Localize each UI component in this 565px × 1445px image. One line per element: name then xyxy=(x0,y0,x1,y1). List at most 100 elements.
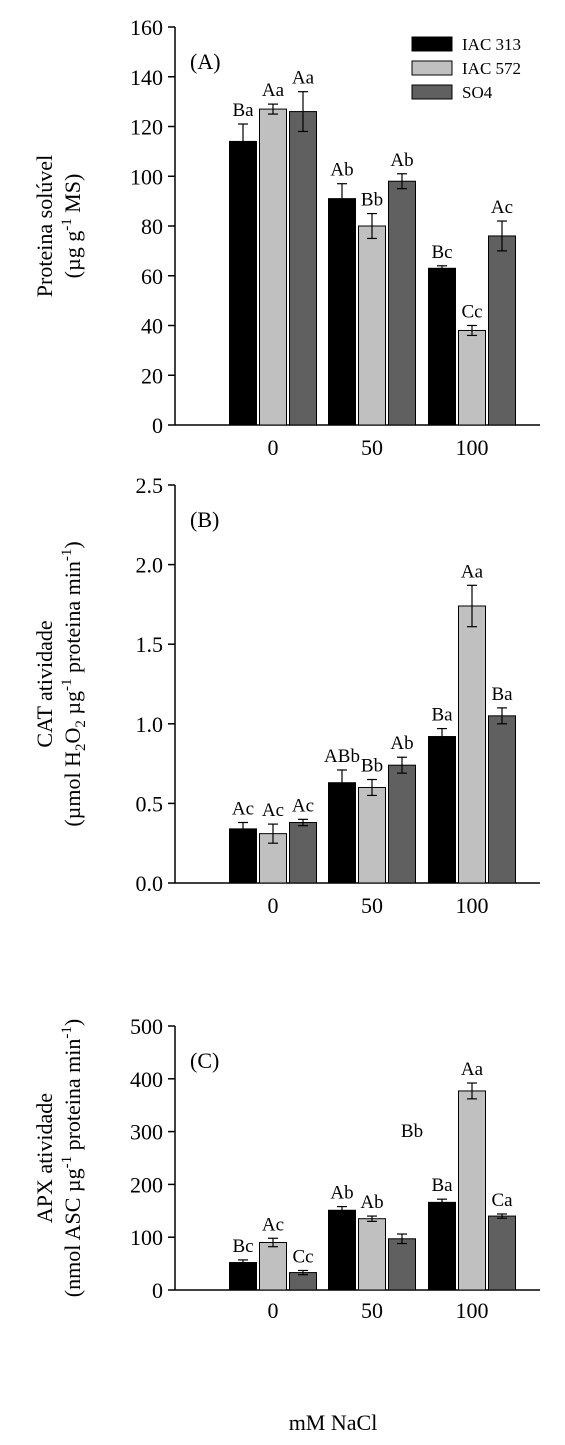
bar xyxy=(388,1238,416,1291)
y-axis-title: APX atividade xyxy=(32,1093,57,1223)
bar-letter-label: Bc xyxy=(431,242,452,263)
bar xyxy=(358,1218,386,1291)
x-tick-label: 50 xyxy=(361,893,383,918)
chart-panel-b: 0.0 0.5 1.0 1.5 2.0 2.5 0 50 100 (B) Ac ABb Ba Ac Bb Aa… xyxy=(32,473,540,918)
bar xyxy=(358,786,386,884)
y-tick-label: 140 xyxy=(130,65,163,90)
x-tick-label: 0 xyxy=(268,1298,279,1323)
bar-letter-label: Ac xyxy=(232,799,254,820)
y-tick-label: 2.5 xyxy=(136,473,164,498)
legend-label: IAC 572 xyxy=(462,59,521,78)
bar-letter-label: Bc xyxy=(232,1236,253,1257)
y-tick-label: 0.0 xyxy=(136,871,164,896)
legend-label: IAC 313 xyxy=(462,35,521,54)
bar-letter-label: Cc xyxy=(461,302,482,323)
bar-letter-label: Ac xyxy=(491,197,513,218)
bar xyxy=(259,108,287,426)
y-tick-label: 1.0 xyxy=(136,712,164,737)
chart-panel-c: 0 100 200 300 400 500 0 50 100 (C) Bc Ab Ba Ac Ab Aa Cc C… xyxy=(32,1014,540,1323)
bar-letter-label: Ac xyxy=(262,800,284,821)
x-axis-title: mM NaCl xyxy=(289,1410,378,1435)
bar xyxy=(428,736,456,884)
bar xyxy=(328,782,356,884)
bar-letter-label: Ab xyxy=(390,150,413,171)
bar-letter-label: Ba xyxy=(431,1175,453,1196)
bar-letter-label: Cc xyxy=(292,1246,313,1267)
x-tick-label: 100 xyxy=(456,1298,489,1323)
bar xyxy=(289,822,317,884)
bar-letter-label: Ba xyxy=(491,684,513,705)
y-axis-title-units: (µmol H2O2 µg-1 proteina min-1) xyxy=(59,541,89,826)
bar-letter-label: Aa xyxy=(461,561,484,582)
legend-label: SO4 xyxy=(462,83,493,102)
y-tick-label: 100 xyxy=(130,164,163,189)
bar xyxy=(388,764,416,884)
bar xyxy=(458,605,486,884)
bar-letter-label: Aa xyxy=(262,80,285,101)
legend-swatch xyxy=(411,36,453,52)
x-tick-label: 0 xyxy=(268,893,279,918)
bar xyxy=(289,111,317,426)
bar-letter-label: Ab xyxy=(330,1183,353,1204)
y-axis-title: Proteina solúvel xyxy=(32,155,57,297)
y-tick-label: 20 xyxy=(141,363,163,388)
y-tick-label: 0 xyxy=(152,1278,163,1303)
bar xyxy=(229,828,257,884)
bar-letter-label: Ca xyxy=(491,1190,513,1211)
panel-label: (C) xyxy=(190,1048,219,1073)
y-tick-label: 100 xyxy=(130,1225,163,1250)
bar-letter-label: Aa xyxy=(461,1059,484,1080)
x-tick-label: 0 xyxy=(268,435,279,460)
bar-letter-label: Ba xyxy=(431,705,453,726)
bar xyxy=(259,1241,287,1291)
bar xyxy=(358,225,386,426)
x-tick-label: 100 xyxy=(456,435,489,460)
bar xyxy=(488,715,516,884)
y-tick-label: 80 xyxy=(141,214,163,239)
x-tick-label: 100 xyxy=(456,893,489,918)
bar xyxy=(328,198,356,426)
bar xyxy=(428,267,456,426)
bar xyxy=(388,180,416,426)
y-tick-label: 500 xyxy=(130,1014,163,1039)
panel-label: (A) xyxy=(190,49,221,74)
bar xyxy=(328,1209,356,1291)
bar-letter-label: Bb xyxy=(361,190,383,211)
bar-letter-label: Aa xyxy=(292,68,315,89)
y-tick-label: 2.0 xyxy=(136,553,164,578)
annotation-label: Bb xyxy=(401,1121,423,1142)
y-tick-label: 0 xyxy=(152,413,163,438)
bar xyxy=(229,1262,257,1291)
y-tick-label: 400 xyxy=(130,1067,163,1092)
bar xyxy=(458,1090,486,1291)
bar xyxy=(428,1201,456,1291)
bar-letter-label: Ab xyxy=(390,733,413,754)
y-axis-title-units: (nmol ASC µg-1 proteina min-1) xyxy=(59,1019,85,1297)
bar-letter-label: Ab xyxy=(330,160,353,181)
y-tick-label: 40 xyxy=(141,314,163,339)
y-tick-label: 120 xyxy=(130,115,163,140)
chart-panel-a: 0 20 40 60 80 100 120 140 160 0 50 100 (A) Ba Ab Bc Aa Bb… xyxy=(32,15,540,460)
bar-letter-label: Ba xyxy=(232,100,254,121)
legend-swatch xyxy=(411,60,453,76)
panels: 0 20 40 60 80 100 120 140 160 0 50 100 (A) Ba Ab Bc Aa Bb… xyxy=(32,15,540,1323)
bar-letter-label: Ac xyxy=(262,1214,284,1235)
bar xyxy=(229,140,257,426)
y-tick-label: 60 xyxy=(141,264,163,289)
y-tick-label: 0.5 xyxy=(136,791,164,816)
y-tick-label: 300 xyxy=(130,1120,163,1145)
y-tick-label: 1.5 xyxy=(136,632,164,657)
bar-letter-label: ABb xyxy=(324,746,360,767)
bar xyxy=(488,235,516,426)
bar xyxy=(488,1215,516,1291)
bar-letter-label: Ac xyxy=(292,795,314,816)
x-tick-label: 50 xyxy=(361,1298,383,1323)
panel-label: (B) xyxy=(190,507,219,532)
legend: IAC 313 IAC 572 SO4 xyxy=(411,35,521,102)
y-tick-label: 160 xyxy=(130,15,163,40)
y-tick-label: 200 xyxy=(130,1172,163,1197)
y-axis-title: CAT atividade xyxy=(32,620,57,747)
x-tick-label: 50 xyxy=(361,435,383,460)
bar-letter-label: Bb xyxy=(361,756,383,777)
